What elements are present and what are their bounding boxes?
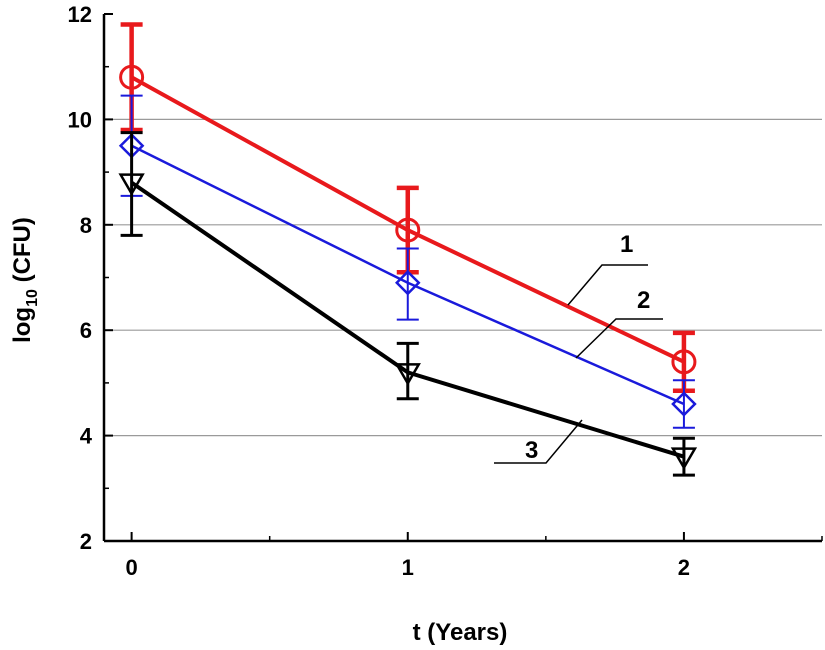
series-2-point-2 [671, 391, 697, 417]
series-3-leader [494, 419, 583, 464]
gridlines [104, 118, 822, 437]
y-tick-label-12: 12 [68, 2, 92, 27]
y-tick-label-2: 2 [80, 529, 92, 554]
series-3-point-2 [670, 447, 698, 471]
series-3-point-0 [118, 173, 145, 197]
y-tick-label-6: 6 [80, 318, 92, 343]
series-2-point-1 [395, 270, 421, 296]
y-axis-title-subscript: 10 [24, 289, 41, 307]
series-3 [118, 131, 698, 477]
x-tick-label-1: 1 [402, 555, 414, 580]
y-tick-label-8: 8 [80, 213, 92, 238]
series-1-leader [567, 264, 648, 306]
series-1-label: 1 [620, 231, 633, 258]
series-labels: 1 2 3 [494, 231, 663, 464]
series-1-point-1 [395, 217, 421, 243]
series [118, 22, 698, 477]
y-axis-title-main: log [9, 307, 36, 343]
x-tick-label-2: 2 [678, 555, 690, 580]
series-1-point-2 [671, 349, 697, 375]
series-2-leader [575, 318, 663, 359]
y-axis-title-rest: (CFU) [9, 217, 36, 289]
x-tick-label-0: 0 [125, 555, 137, 580]
series-3-label: 3 [525, 437, 538, 464]
y-tick-label-4: 4 [80, 424, 93, 449]
series-2 [118, 94, 697, 429]
y-axis-title: log10 (CFU) [9, 217, 41, 343]
x-axis-title: t (Years) [413, 619, 508, 646]
y-tick-label-10: 10 [68, 107, 92, 132]
series-1 [119, 22, 697, 394]
series-1-point-0 [119, 64, 145, 90]
series-3-point-1 [394, 363, 421, 386]
series-2-label: 2 [637, 287, 650, 314]
